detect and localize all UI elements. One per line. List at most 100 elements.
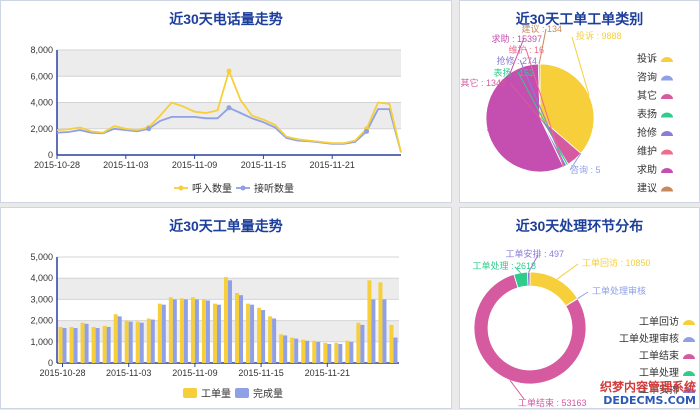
bar-0 bbox=[124, 320, 129, 363]
bar-1 bbox=[261, 310, 266, 363]
legend-label: 求助 bbox=[637, 163, 657, 176]
bar-1 bbox=[183, 299, 188, 363]
order-trend-chart: 0 1,000 2,000 3,000 4,000 5,000 2015-10-28 2015… bbox=[30, 252, 399, 400]
watermark-line1: 织梦内容管理系统 bbox=[599, 380, 696, 394]
bar-0 bbox=[378, 282, 383, 363]
bar-0 bbox=[69, 326, 74, 363]
slice-label: 投诉 : 9888 bbox=[576, 30, 622, 41]
slice-label: 工单处理 : 2618 bbox=[472, 260, 536, 271]
bar-1 bbox=[62, 328, 67, 363]
bar-1 bbox=[139, 322, 144, 363]
slice-label: 工单安排 : 497 bbox=[505, 248, 564, 259]
y-tick-label: 0 bbox=[48, 358, 53, 368]
bar-1 bbox=[250, 304, 255, 363]
legend-swatch bbox=[683, 354, 695, 359]
leader-line bbox=[525, 48, 564, 167]
bar-0 bbox=[113, 314, 118, 363]
leader-line bbox=[487, 37, 525, 131]
bar-1 bbox=[150, 319, 155, 363]
bar-0 bbox=[80, 322, 85, 363]
bar-0 bbox=[279, 334, 284, 363]
y-tick-label: 0 bbox=[48, 150, 53, 160]
legend-swatch bbox=[235, 388, 249, 398]
bar-1 bbox=[283, 335, 288, 363]
bar-0 bbox=[224, 277, 228, 363]
data-point bbox=[364, 128, 370, 134]
legend-label: 工单处理 bbox=[639, 367, 679, 379]
bar-1 bbox=[73, 328, 78, 363]
bar-0 bbox=[135, 321, 140, 363]
leader-line bbox=[514, 266, 521, 274]
y-tick-label: 5,000 bbox=[30, 252, 53, 262]
legend-swatch bbox=[661, 57, 673, 62]
bar-1 bbox=[338, 343, 343, 363]
bar-1 bbox=[205, 300, 210, 363]
watermark-line2: DEDECMS.COM bbox=[603, 394, 696, 407]
leader-line bbox=[528, 254, 539, 273]
legend-swatch bbox=[661, 131, 673, 136]
legend-label: 工单结束 bbox=[639, 349, 679, 362]
x-tick-label: 2015-11-09 bbox=[172, 368, 217, 378]
x-tick-label: 2015-11-21 bbox=[310, 160, 355, 170]
leader-line bbox=[517, 71, 568, 165]
bar-0 bbox=[389, 324, 394, 363]
x-tick-label: 2015-10-28 bbox=[34, 160, 80, 170]
slice-label: 表扬 : 152 bbox=[493, 67, 534, 78]
legend-label: 抢修 bbox=[637, 126, 657, 139]
bar-0 bbox=[301, 339, 306, 363]
y-tick-label: 1,000 bbox=[30, 337, 53, 347]
bar-0 bbox=[157, 303, 162, 363]
legend-label: 呼入数量 bbox=[192, 182, 232, 195]
leader-line bbox=[569, 153, 582, 171]
bar-0 bbox=[323, 342, 328, 363]
legend-label: 投诉 bbox=[637, 52, 657, 65]
legend-swatch bbox=[683, 388, 695, 393]
x-tick-label: 2015-11-03 bbox=[106, 368, 151, 378]
bar-0 bbox=[201, 299, 206, 363]
legend-label: 完成量 bbox=[253, 387, 283, 400]
legend-label: 建议 bbox=[637, 182, 657, 195]
bar-1 bbox=[316, 341, 321, 363]
bar-1 bbox=[84, 323, 89, 363]
leader-line bbox=[509, 380, 525, 400]
legend-swatch bbox=[661, 75, 673, 81]
bar-1 bbox=[349, 341, 354, 363]
legend-label: 工单量 bbox=[201, 388, 231, 400]
data-point bbox=[226, 105, 232, 111]
bar-1 bbox=[382, 299, 387, 363]
call-trend-title: 近30天电话量走势 bbox=[169, 11, 283, 27]
legend-label: 咨询 bbox=[637, 71, 657, 84]
legend-label: 表扬 bbox=[637, 108, 657, 121]
y-tick-label: 2,000 bbox=[30, 316, 53, 326]
legend-label: 其它 bbox=[637, 89, 657, 102]
bar-1 bbox=[327, 343, 332, 363]
bar-1 bbox=[272, 318, 277, 363]
bar-1 bbox=[393, 337, 398, 363]
legend-marker bbox=[240, 185, 246, 191]
bar-1 bbox=[305, 340, 310, 363]
x-tick-label: 2015-11-15 bbox=[238, 368, 283, 378]
bar-1 bbox=[117, 316, 122, 363]
y-tick-label: 4,000 bbox=[30, 273, 53, 283]
y-tick-label: 6,000 bbox=[30, 71, 53, 81]
bar-1 bbox=[216, 304, 221, 363]
legend-marker bbox=[178, 185, 184, 191]
slice-0 bbox=[529, 271, 579, 307]
bar-0 bbox=[168, 297, 173, 363]
y-tick-label: 8,000 bbox=[30, 45, 53, 55]
leader-line bbox=[538, 28, 547, 65]
x-tick-label: 2015-11-15 bbox=[241, 160, 286, 170]
legend-label: 工单安排 bbox=[639, 383, 679, 396]
slice-label: 工单结束 : 53163 bbox=[518, 397, 587, 408]
data-point bbox=[146, 126, 152, 132]
order-trend-title: 近30天工单量走势 bbox=[169, 218, 283, 234]
y-tick-label: 2,000 bbox=[30, 124, 53, 134]
slice-0 bbox=[539, 63, 595, 154]
bar-0 bbox=[345, 340, 350, 363]
y-tick-label: 4,000 bbox=[30, 98, 53, 108]
legend-swatch bbox=[661, 112, 673, 118]
leader-line bbox=[571, 36, 590, 96]
leader-line bbox=[556, 263, 579, 280]
